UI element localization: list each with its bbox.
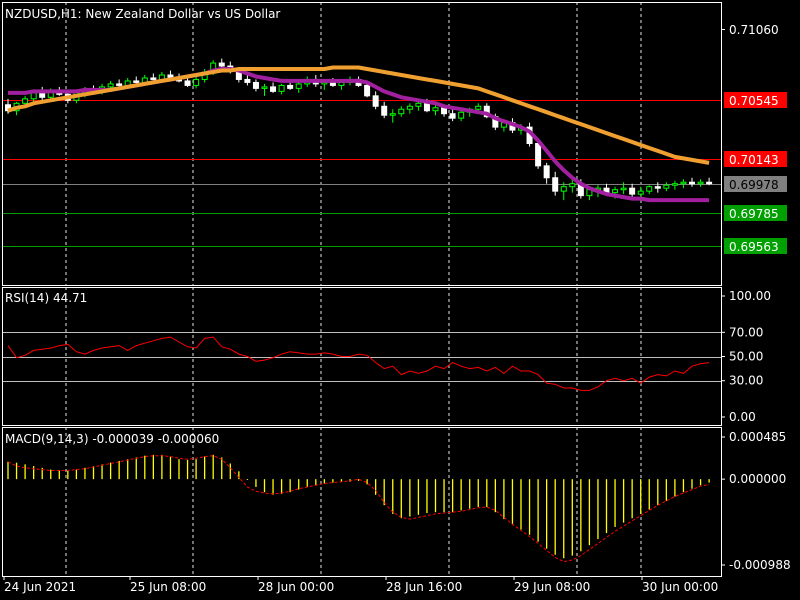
symbol-title: NZDUSD,H1: New Zealand Dollar vs US Doll… <box>5 7 280 21</box>
candle-body <box>193 78 200 86</box>
candle-body <box>629 187 636 195</box>
candle-body <box>423 102 430 112</box>
price-axis-label: 0.71060 <box>729 23 779 37</box>
pane-frame <box>2 427 722 577</box>
candle-body <box>654 186 661 189</box>
candle-body <box>441 107 448 115</box>
price-level-tag <box>724 238 787 254</box>
candle-body <box>133 80 140 83</box>
candle-body <box>458 111 465 119</box>
candle-body <box>150 77 157 80</box>
time-axis-label: 30 Jun 00:00 <box>642 580 718 594</box>
price-level-tag <box>724 176 787 192</box>
candle-body <box>364 84 371 97</box>
price-levels <box>2 100 721 247</box>
candle-body <box>184 80 191 86</box>
candle-body <box>697 181 704 185</box>
moving-averages <box>7 65 710 203</box>
price-level-tag <box>724 205 787 221</box>
price-level-label: 0.69563 <box>729 240 779 254</box>
candle-body <box>389 113 396 116</box>
time-axis-label: 28 Jun 00:00 <box>258 580 334 594</box>
axis-labels: 0.71060 0.70545 0.70143 0.69978 0.69785 0.695… <box>3 23 791 594</box>
macd-signal-line <box>7 455 710 563</box>
rsi-axis-label: 70.00 <box>729 325 763 339</box>
candle-body <box>39 92 46 98</box>
candle-body <box>372 95 379 107</box>
macd-axis-label: 0.000000 <box>729 472 786 486</box>
rsi-axis-label: 30.00 <box>729 374 763 388</box>
price-level-label: 0.69785 <box>729 207 779 221</box>
candle-body <box>680 181 687 185</box>
rsi-title: RSI(14) 44.71 <box>5 291 87 305</box>
candle-body <box>569 183 576 188</box>
candle-body <box>671 183 678 186</box>
candle-body <box>535 143 542 167</box>
time-axis-label: 25 Jun 08:00 <box>130 580 206 594</box>
rsi-axis-label: 100.00 <box>729 289 771 303</box>
candle-body <box>107 83 114 88</box>
candle-body <box>252 81 259 89</box>
candle-body <box>218 62 225 67</box>
macd-pane <box>7 454 710 563</box>
candle-body <box>475 105 482 110</box>
candle-body <box>560 186 567 192</box>
macd-title: MACD(9,14,3) -0.000039 -0.000060 <box>5 432 219 446</box>
candle-body <box>116 83 123 86</box>
candle-body <box>637 190 644 195</box>
rsi-axis-label: 0.00 <box>729 410 756 424</box>
candle-body <box>449 113 456 119</box>
candle-body <box>381 105 388 116</box>
time-axis-label: 28 Jun 16:00 <box>386 580 462 594</box>
candle-body <box>270 86 277 92</box>
macd-axis-label: -0.000988 <box>729 558 791 572</box>
candle-body <box>261 86 268 89</box>
ma-slow-line <box>7 65 710 165</box>
macd-axis-label: 0.000485 <box>729 430 786 444</box>
price-level-label: 0.70143 <box>729 153 779 167</box>
rsi-pane <box>2 332 721 391</box>
time-axis-label: 24 Jun 2021 <box>4 580 76 594</box>
candle-body <box>432 107 439 112</box>
rsi-axis-label: 50.00 <box>729 350 763 364</box>
candle-body <box>22 98 29 104</box>
price-level-tag <box>724 151 787 167</box>
candle-body <box>663 184 670 189</box>
candle-body <box>552 177 559 192</box>
candle-body <box>30 92 37 100</box>
pane-frame <box>2 2 722 286</box>
rsi-line <box>7 336 710 391</box>
price-level-label: 0.70545 <box>729 94 779 108</box>
price-level-tag <box>724 92 787 108</box>
candle-body <box>406 105 413 110</box>
candle-body <box>612 189 619 194</box>
time-axis-label: 29 Jun 08:00 <box>514 580 590 594</box>
candle-body <box>295 83 302 89</box>
candle-body <box>620 187 627 191</box>
candle-body <box>278 84 285 92</box>
candle-body <box>689 181 695 185</box>
candle-body <box>415 102 422 107</box>
candle-body <box>646 186 653 192</box>
candle-body <box>398 108 405 115</box>
candle-body <box>706 181 713 185</box>
candle-body <box>287 84 294 89</box>
candle-body <box>543 165 550 179</box>
candle-body <box>244 78 251 83</box>
price-level-label: 0.69978 <box>729 178 779 192</box>
